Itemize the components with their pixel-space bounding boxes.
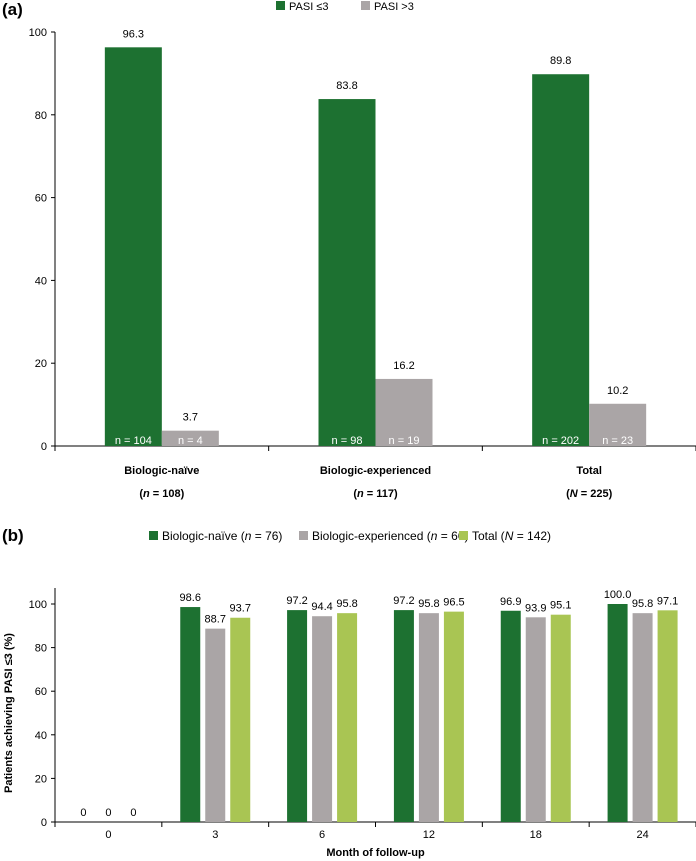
panel-b: (b) Biologic-naïve (n = 76) Biologic-exper… [2, 526, 696, 859]
data-label-b: 95.1 [550, 600, 571, 612]
data-label-b: 98.6 [180, 592, 201, 604]
bar-b-series-0 [607, 604, 628, 822]
category-sublabel-a: (N = 225) [566, 488, 613, 500]
bar-a-pasi-le3 [318, 99, 376, 447]
n-label-a: n = 104 [115, 435, 152, 447]
bar-b-series-1 [205, 628, 226, 822]
x-tick-label-b: 12 [423, 829, 435, 841]
legend-swatch-b-2 [459, 531, 468, 540]
data-label-b: 94.4 [311, 601, 332, 613]
bar-a-pasi-gt3 [589, 403, 647, 446]
category-label-a: Biologic-naïve [124, 465, 199, 477]
bar-b-series-1 [525, 617, 546, 822]
data-label-b: 97.1 [657, 595, 678, 607]
data-label-b: 97.2 [393, 595, 414, 607]
n-label-a: n = 23 [602, 435, 633, 447]
legend-label-a-0: PASI ≤3 [289, 1, 328, 13]
bar-b-series-1 [312, 616, 333, 822]
category-label-a: Biologic-experienced [320, 465, 431, 477]
data-label-b: 93.9 [525, 602, 546, 614]
legend-swatch-a-1 [361, 1, 370, 10]
y-tick-label-b: 20 [35, 773, 47, 785]
bar-a-pasi-le3 [104, 47, 162, 447]
bar-a-pasi-gt3 [161, 430, 219, 446]
n-label-a: n = 4 [178, 435, 203, 447]
bar-b-series-2 [443, 611, 464, 822]
n-label-a: n = 98 [332, 435, 363, 447]
bar-b-series-0 [393, 610, 414, 822]
x-tick-label-b: 6 [319, 829, 325, 841]
data-label-a: 89.8 [550, 55, 571, 67]
x-axis-title-b: Month of follow-up [326, 847, 425, 859]
legend-swatch-b-1 [299, 531, 308, 540]
y-tick-label-a: 60 [35, 193, 47, 205]
x-tick-label-b: 3 [212, 829, 218, 841]
n-label-a: n = 19 [389, 435, 420, 447]
n-label-a: n = 202 [542, 435, 579, 447]
data-label-b: 97.2 [286, 595, 307, 607]
category-sublabel-a: (n = 117) [353, 488, 398, 500]
y-tick-label-a: 100 [29, 27, 47, 39]
data-label-b: 0 [105, 807, 111, 819]
y-tick-label-b: 100 [29, 599, 47, 611]
x-tick-label-b: 18 [530, 829, 542, 841]
y-tick-label-b: 0 [41, 817, 47, 829]
y-axis-title-b: Patients achieving PASI ≤3 (%) [3, 633, 15, 793]
data-label-b: 95.8 [632, 598, 653, 610]
data-label-b: 95.8 [336, 598, 357, 610]
data-label-b: 96.9 [500, 596, 521, 608]
y-tick-label-a: 0 [41, 441, 47, 453]
y-tick-label-b: 60 [35, 686, 47, 698]
category-sublabel-a: (n = 108) [139, 488, 184, 500]
bar-b-series-0 [180, 607, 201, 822]
panel-a: (a) PASI ≤3 PASI >3 0 20 40 60 80 100 96.3 n = 104… [2, 0, 696, 500]
data-label-a: 16.2 [393, 360, 414, 372]
data-label-b: 93.7 [230, 603, 251, 615]
legend-swatch-a-0 [276, 1, 285, 10]
bar-b-series-2 [337, 613, 358, 822]
y-tick-label-b: 40 [35, 730, 47, 742]
data-label-b: 0 [80, 807, 86, 819]
bar-b-series-2 [657, 610, 678, 822]
panel-label-a: (a) [2, 0, 23, 19]
bar-a-pasi-gt3 [375, 378, 433, 446]
legend-label-b-1: Biologic-experienced (n = 66) [312, 529, 468, 543]
bar-b-series-2 [550, 614, 571, 822]
data-label-a: 3.7 [183, 412, 198, 424]
data-label-b: 95.8 [418, 598, 439, 610]
data-label-b: 0 [130, 807, 136, 819]
y-tick-label-a: 80 [35, 110, 47, 122]
legend-swatch-b-0 [149, 531, 158, 540]
category-label-a: Total [576, 465, 601, 477]
y-tick-label-b: 80 [35, 643, 47, 655]
bar-b-series-2 [230, 617, 251, 822]
x-tick-label-b: 0 [105, 829, 111, 841]
data-label-b: 96.5 [443, 597, 464, 609]
data-label-a: 10.2 [607, 385, 628, 397]
data-label-a: 96.3 [123, 28, 144, 40]
bar-b-series-0 [500, 610, 521, 822]
x-tick-label-b: 24 [636, 829, 648, 841]
bar-b-series-1 [418, 613, 439, 822]
data-label-a: 83.8 [336, 80, 357, 92]
data-label-b: 100.0 [604, 589, 632, 601]
legend-label-b-2: Total (N = 142) [472, 529, 551, 543]
y-tick-label-a: 40 [35, 275, 47, 287]
bar-b-series-0 [287, 610, 308, 822]
bar-b-series-1 [632, 613, 653, 822]
legend-label-a-1: PASI >3 [374, 1, 414, 13]
data-label-b: 88.7 [205, 614, 226, 626]
bar-a-pasi-le3 [532, 74, 590, 446]
y-tick-label-a: 20 [35, 358, 47, 370]
legend-label-b-0: Biologic-naïve (n = 76) [162, 529, 282, 543]
panel-label-b: (b) [2, 526, 24, 545]
